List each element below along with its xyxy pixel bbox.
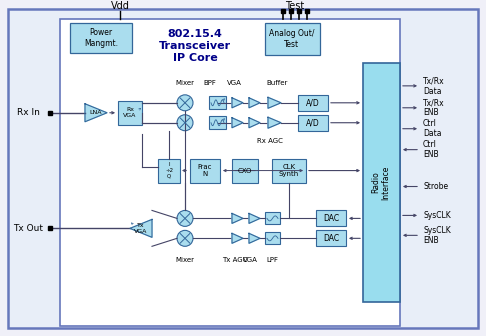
Polygon shape — [249, 213, 260, 223]
Text: Rx In: Rx In — [17, 108, 39, 117]
Bar — [209, 116, 226, 129]
Text: Frac
N: Frac N — [198, 164, 212, 177]
Text: Buffer: Buffer — [266, 80, 288, 86]
Text: VGA: VGA — [243, 257, 258, 263]
Text: Radio
Interface: Radio Interface — [371, 165, 391, 200]
Circle shape — [177, 210, 193, 226]
Polygon shape — [232, 98, 243, 108]
Text: Analog Out/
Test: Analog Out/ Test — [269, 29, 315, 49]
Text: SysCLK: SysCLK — [423, 211, 451, 220]
Bar — [316, 210, 346, 226]
Circle shape — [177, 230, 193, 246]
Text: LPF: LPF — [266, 257, 278, 263]
Bar — [158, 159, 180, 182]
Bar — [265, 23, 320, 55]
Text: Ctrl
Data: Ctrl Data — [423, 119, 441, 138]
Bar — [190, 159, 220, 182]
Polygon shape — [249, 234, 260, 243]
Text: Tx AGC: Tx AGC — [222, 257, 248, 263]
Text: Power
Mangmt.: Power Mangmt. — [84, 28, 118, 48]
Bar — [209, 96, 226, 109]
Polygon shape — [232, 234, 243, 243]
Text: Ctrl
ENB: Ctrl ENB — [423, 140, 439, 159]
Text: Tx/Rx
ENB: Tx/Rx ENB — [423, 98, 445, 118]
Polygon shape — [249, 118, 260, 128]
Circle shape — [177, 115, 193, 131]
Bar — [316, 230, 346, 246]
Bar — [60, 19, 400, 326]
Text: DAC: DAC — [323, 234, 339, 243]
Text: Rx
VGA: Rx VGA — [123, 108, 137, 118]
Bar — [298, 115, 328, 131]
Polygon shape — [268, 117, 281, 128]
Polygon shape — [268, 97, 281, 108]
Bar — [265, 233, 280, 244]
Text: Tx/Rx
Data: Tx/Rx Data — [423, 76, 445, 95]
Polygon shape — [249, 98, 260, 108]
Text: Tx Out: Tx Out — [13, 224, 43, 233]
Text: BPF: BPF — [204, 80, 216, 86]
Bar — [272, 159, 306, 182]
Bar — [118, 101, 142, 125]
Text: Tx
VGA: Tx VGA — [134, 223, 148, 234]
Bar — [265, 212, 280, 224]
Polygon shape — [85, 104, 107, 122]
Text: LNA: LNA — [90, 110, 102, 115]
Text: Mixer: Mixer — [175, 80, 194, 86]
Text: SysCLK
ENB: SysCLK ENB — [423, 226, 451, 245]
Text: CXO: CXO — [238, 168, 252, 174]
Text: Strobe: Strobe — [423, 182, 448, 191]
Polygon shape — [130, 219, 152, 237]
Text: DAC: DAC — [323, 214, 339, 223]
Bar — [298, 95, 328, 111]
Text: CLK
Synth: CLK Synth — [279, 164, 299, 177]
Polygon shape — [232, 118, 243, 128]
Polygon shape — [232, 213, 243, 223]
Text: Vdd: Vdd — [110, 1, 129, 11]
Circle shape — [177, 95, 193, 111]
Bar — [232, 159, 258, 182]
Text: Rx AGC: Rx AGC — [257, 138, 283, 144]
Text: Test: Test — [285, 1, 305, 11]
Text: A/D: A/D — [306, 98, 320, 107]
Bar — [70, 23, 132, 53]
Text: Mixer: Mixer — [175, 257, 194, 263]
Text: VGA: VGA — [226, 80, 242, 86]
Bar — [363, 63, 400, 302]
Text: A/D: A/D — [306, 118, 320, 127]
Text: I
÷2
Q: I ÷2 Q — [165, 162, 173, 179]
Text: 802.15.4
Transceiver
IP Core: 802.15.4 Transceiver IP Core — [159, 29, 231, 62]
